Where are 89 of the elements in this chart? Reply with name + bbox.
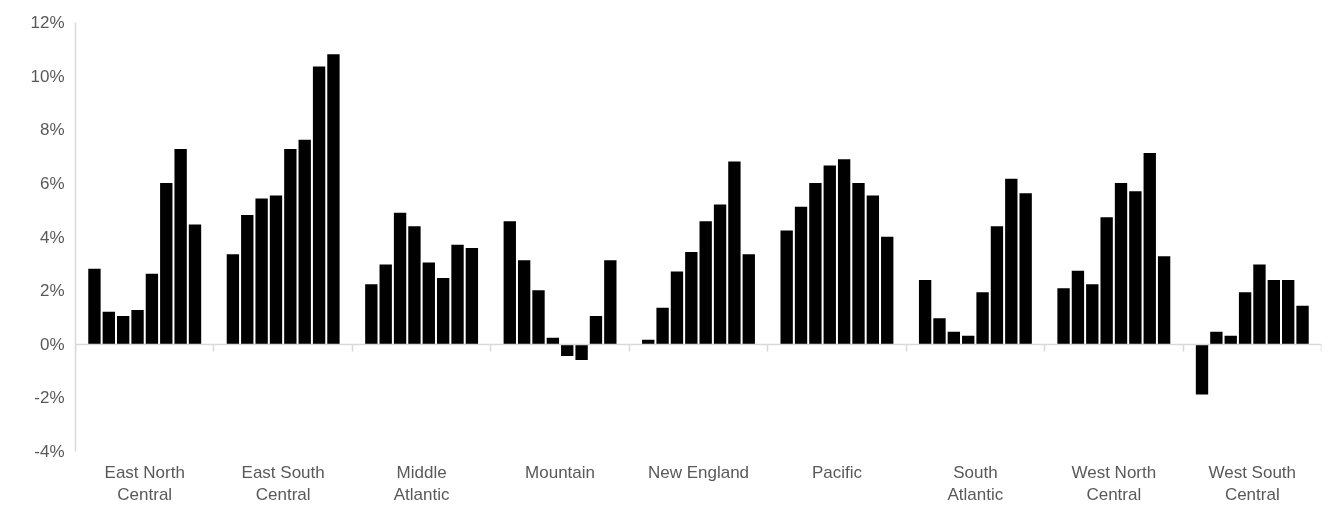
- bar: [312, 66, 326, 345]
- bar: [1224, 335, 1237, 345]
- bar: [465, 247, 479, 345]
- bar: [117, 316, 130, 345]
- x-tick-label: West South Central: [1208, 462, 1297, 505]
- y-tick-label: -2%: [34, 388, 65, 408]
- bar: [517, 260, 531, 345]
- bar: [742, 254, 755, 345]
- bar: [393, 212, 407, 345]
- bar: [837, 159, 851, 345]
- bar: [131, 309, 144, 345]
- bar: [933, 318, 946, 345]
- bar: [1195, 344, 1209, 395]
- bar: [728, 161, 741, 345]
- bar: [451, 244, 464, 345]
- x-tick-label: East South Central: [241, 462, 325, 505]
- bar: [561, 344, 574, 357]
- bar: [589, 316, 603, 345]
- bar: [284, 149, 297, 345]
- bar: [241, 215, 254, 345]
- bar: [1282, 279, 1295, 345]
- bar: [713, 204, 727, 345]
- bar: [298, 139, 311, 345]
- bar: [1100, 217, 1113, 345]
- x-tick-label: West North Central: [1071, 462, 1157, 505]
- y-tick-label: 0%: [39, 334, 65, 354]
- bar: [823, 165, 836, 345]
- bar: [532, 290, 545, 345]
- bar: [408, 226, 421, 345]
- bar: [699, 221, 712, 345]
- bar: [188, 224, 202, 345]
- bar: [1114, 183, 1128, 345]
- bar: [379, 264, 392, 345]
- bar: [160, 183, 173, 345]
- bar: [503, 221, 516, 345]
- bar: [1210, 331, 1223, 345]
- bar: [604, 260, 617, 345]
- bar: [852, 183, 865, 345]
- y-tick-label: 2%: [39, 281, 65, 301]
- bar: [918, 279, 932, 345]
- bar: [1005, 178, 1018, 345]
- bar: [1086, 284, 1099, 345]
- bar: [947, 331, 961, 345]
- y-tick-label: 12%: [30, 13, 65, 32]
- bar: [436, 278, 450, 345]
- bar: [422, 262, 435, 345]
- bar: [656, 307, 669, 345]
- x-tick-label: East North Central: [104, 462, 185, 505]
- x-tick-label: Mountain: [525, 462, 596, 482]
- bar: [794, 206, 808, 345]
- bar: [1296, 305, 1309, 345]
- bar: [174, 149, 187, 345]
- bar: [962, 335, 975, 345]
- bar: [327, 54, 340, 345]
- bar: [226, 254, 240, 345]
- bar: [546, 337, 560, 345]
- bar: [145, 273, 159, 345]
- bar: [1071, 270, 1085, 345]
- y-tick-label: 8%: [39, 120, 65, 140]
- bar: [575, 344, 588, 361]
- bar: [1143, 153, 1156, 345]
- bar: [269, 195, 283, 345]
- bar: [88, 268, 101, 345]
- bar: [881, 236, 894, 345]
- bar: [1238, 292, 1252, 345]
- bar: [990, 226, 1004, 345]
- y-tick-label: 10%: [30, 66, 65, 86]
- bar: [685, 252, 698, 345]
- bar: [1057, 288, 1070, 345]
- bar: [365, 284, 378, 345]
- y-tick-label: -4%: [34, 442, 65, 461]
- x-tick-label: Pacific: [811, 462, 863, 482]
- x-tick-label: South Atlantic: [947, 462, 1004, 505]
- bar: [780, 230, 793, 345]
- bar: [255, 198, 268, 345]
- bar: [976, 292, 989, 345]
- y-tick-label: 6%: [39, 173, 65, 193]
- bar: [1253, 264, 1266, 345]
- bar: [809, 183, 822, 345]
- bar: [866, 195, 880, 345]
- bar: [670, 271, 684, 345]
- bar: [1129, 191, 1142, 345]
- bar: [1267, 279, 1280, 345]
- bar: [102, 311, 115, 345]
- x-tick-label: New England: [647, 462, 750, 482]
- y-tick-label: 4%: [39, 227, 65, 247]
- bar: [1157, 256, 1171, 345]
- bar: [1019, 193, 1032, 345]
- x-tick-label: Middle Atlantic: [393, 462, 450, 505]
